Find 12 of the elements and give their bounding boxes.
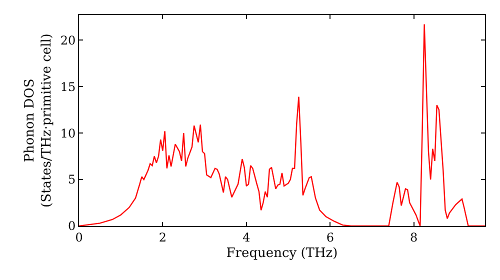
x-tick-label: 8 xyxy=(410,230,418,244)
x-tick-label: 2 xyxy=(158,230,167,244)
y-tick-label: 20 xyxy=(60,33,76,48)
y-tick-label: 10 xyxy=(60,126,76,140)
y-tick-label: 0 xyxy=(68,219,76,234)
y-axis-title: Phonon DOS (States/THz·primitive cell) xyxy=(22,33,54,208)
x-axis-title: Frequency (THz) xyxy=(226,246,338,261)
x-tick-label: 6 xyxy=(326,230,334,244)
line-series xyxy=(79,24,485,226)
y-tick-label: 15 xyxy=(60,80,76,94)
x-tick-label: 4 xyxy=(242,230,251,244)
y-tick-label: 5 xyxy=(68,172,76,187)
